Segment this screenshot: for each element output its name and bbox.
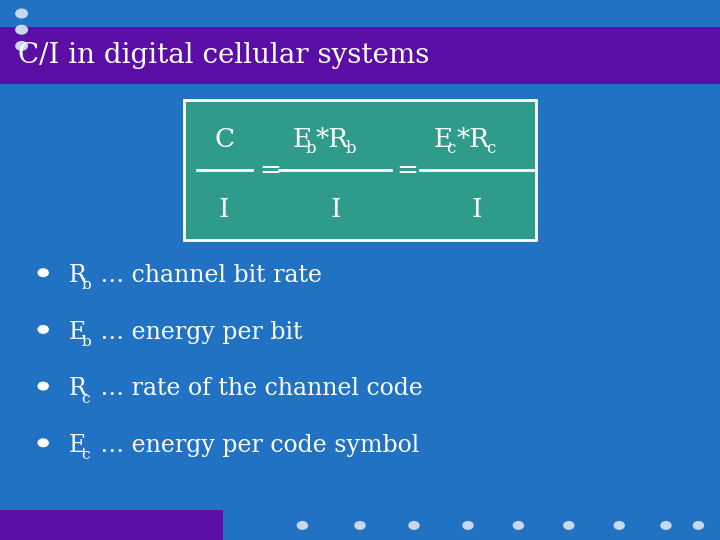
Text: b: b <box>81 278 91 292</box>
Text: E: E <box>433 127 452 152</box>
Text: c: c <box>81 448 90 462</box>
Text: *R: *R <box>456 127 490 152</box>
Text: C/I in digital cellular systems: C/I in digital cellular systems <box>18 42 429 69</box>
Text: =: = <box>259 158 281 183</box>
Text: =: = <box>397 158 418 183</box>
Text: c: c <box>487 140 496 158</box>
Text: E: E <box>292 127 311 152</box>
Text: C: C <box>214 127 234 152</box>
Text: E: E <box>68 321 86 343</box>
Text: … rate of the channel code: … rate of the channel code <box>93 377 423 400</box>
Text: c: c <box>446 140 456 158</box>
Text: c: c <box>81 392 90 406</box>
Text: I: I <box>330 197 341 222</box>
Text: R: R <box>68 377 86 400</box>
Text: … channel bit rate: … channel bit rate <box>93 264 322 287</box>
Text: … energy per code symbol: … energy per code symbol <box>93 434 419 457</box>
Text: *R: *R <box>315 127 348 152</box>
Text: I: I <box>471 197 482 222</box>
Text: E: E <box>68 434 86 457</box>
Text: R: R <box>68 264 86 287</box>
Text: b: b <box>305 140 315 158</box>
Text: b: b <box>81 335 91 349</box>
Text: b: b <box>346 140 356 158</box>
Text: I: I <box>219 197 230 222</box>
Text: … energy per bit: … energy per bit <box>93 321 302 343</box>
